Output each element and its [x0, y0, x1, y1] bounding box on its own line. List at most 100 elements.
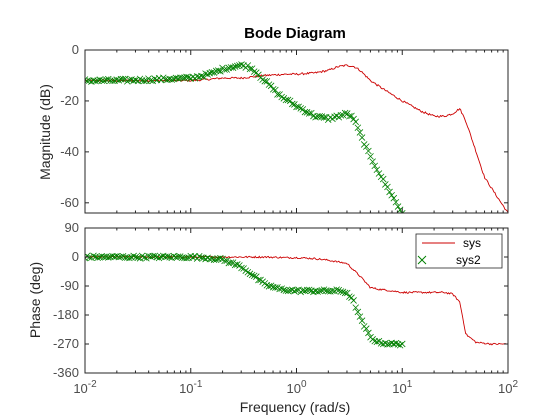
series-sys2-point [217, 68, 224, 75]
series-sys2-point [356, 313, 364, 320]
series-sys2-point [396, 341, 404, 349]
y-tick-label: -60 [60, 195, 79, 210]
series-sys2-point [367, 153, 374, 160]
series-sys2-point [316, 287, 324, 295]
series-sys2-point [392, 198, 400, 206]
magnitude-series-group [85, 61, 508, 213]
series-sys2-point [375, 170, 383, 177]
series-sys2-point [305, 286, 313, 294]
series-sys2-point [363, 325, 370, 332]
series-sys2-point [301, 108, 309, 116]
series-sys2-point [246, 270, 254, 278]
series-sys2-point [320, 114, 328, 121]
series-sys2-point [198, 254, 205, 261]
series-sys2-point [210, 256, 218, 263]
series-sys2-point [316, 112, 324, 120]
series-sys2-point [356, 129, 364, 136]
legend-sys-label: sys [463, 236, 481, 250]
series-sys2-point [168, 76, 175, 83]
series-sys2-point [96, 76, 104, 83]
series-sys2-point [373, 338, 381, 346]
series-sys2-point [348, 294, 355, 301]
series-sys2-point [373, 166, 381, 174]
series-sys2-point [250, 68, 258, 75]
series-sys2-point [140, 77, 148, 85]
series-sys2-point [314, 288, 321, 295]
series-sys2-point [358, 134, 366, 141]
series-sys2-point [221, 66, 228, 73]
series-sys2-point [348, 112, 355, 120]
series-sys2-point [276, 285, 283, 293]
series-sys2-point [337, 288, 345, 295]
y-tick-label: -270 [53, 336, 79, 351]
series-sys2-point [147, 77, 154, 84]
series-sys2-point [212, 256, 220, 264]
series-sys2-point [253, 273, 260, 280]
series-sys2-point [358, 317, 366, 324]
series-sys2-point [350, 297, 357, 304]
series-sys2-point [282, 96, 290, 104]
series-sys2-point [384, 341, 391, 348]
series-sys2-point [115, 253, 123, 261]
magnitude-ticks: 0 -20 -40 -60 [60, 42, 509, 213]
legend: sys sys2 [415, 233, 503, 269]
series-sys2-point [179, 74, 186, 82]
series-sys2-point [265, 283, 273, 290]
phase-ylabel: Phase (deg) [27, 262, 43, 338]
series-sys2-point [301, 287, 309, 295]
series-sys-line [85, 64, 508, 213]
series-sys2-point [198, 72, 205, 80]
series-sys2-point [155, 254, 163, 262]
series-sys2-point [365, 147, 372, 155]
series-sys2-point [333, 286, 340, 293]
series-sys2-point [284, 287, 292, 295]
series-sys2-point [109, 77, 116, 85]
series-sys2-point [208, 255, 216, 262]
series-sys2-point [140, 254, 148, 261]
series-sys2-point [398, 340, 406, 348]
series-sys2-point [94, 254, 101, 262]
series-sys2-point [183, 73, 190, 81]
series-sys2-point [329, 287, 336, 295]
series-sys2-point [398, 209, 406, 213]
series-sys2-point [233, 62, 241, 70]
series-sys2-point [255, 276, 262, 284]
series-sys2-point [134, 254, 142, 261]
series-sys2-point [244, 62, 252, 69]
series-sys2-point [176, 253, 184, 260]
series-sys2-point [130, 252, 137, 260]
series-sys2-point [238, 264, 245, 272]
series-sys2-point [346, 112, 353, 120]
series-sys2-point [85, 254, 93, 261]
series-sys2-point [371, 162, 379, 170]
series-sys2-point [151, 252, 159, 260]
phase-series-group [85, 252, 508, 349]
series-sys2-point [312, 113, 319, 121]
series-sys2-point [261, 77, 269, 85]
x-tick-label: 10-1 [179, 379, 203, 396]
series-sys2-point [189, 254, 197, 261]
series-sys2-point [341, 109, 349, 117]
series-sys2-point [248, 271, 256, 279]
series-sys2-point [272, 284, 279, 291]
y-tick-label: 0 [72, 42, 79, 57]
y-tick-label: 90 [65, 220, 79, 235]
series-sys2-point [354, 308, 362, 316]
series-sys2-point [255, 71, 262, 79]
y-tick-label: -360 [53, 365, 79, 380]
legend-sys2-label: sys2 [456, 253, 481, 267]
series-sys2-point [384, 183, 391, 191]
y-tick-label: -40 [60, 144, 79, 159]
y-tick-label: -20 [60, 93, 79, 108]
series-sys2-point [164, 253, 171, 260]
series-sys2-point [379, 175, 387, 183]
series-sys2-point [392, 339, 400, 347]
series-sys2-point [102, 76, 110, 83]
series-sys2-point [350, 115, 357, 123]
series-sys2-point [92, 77, 99, 85]
series-sys2-point [214, 67, 222, 74]
